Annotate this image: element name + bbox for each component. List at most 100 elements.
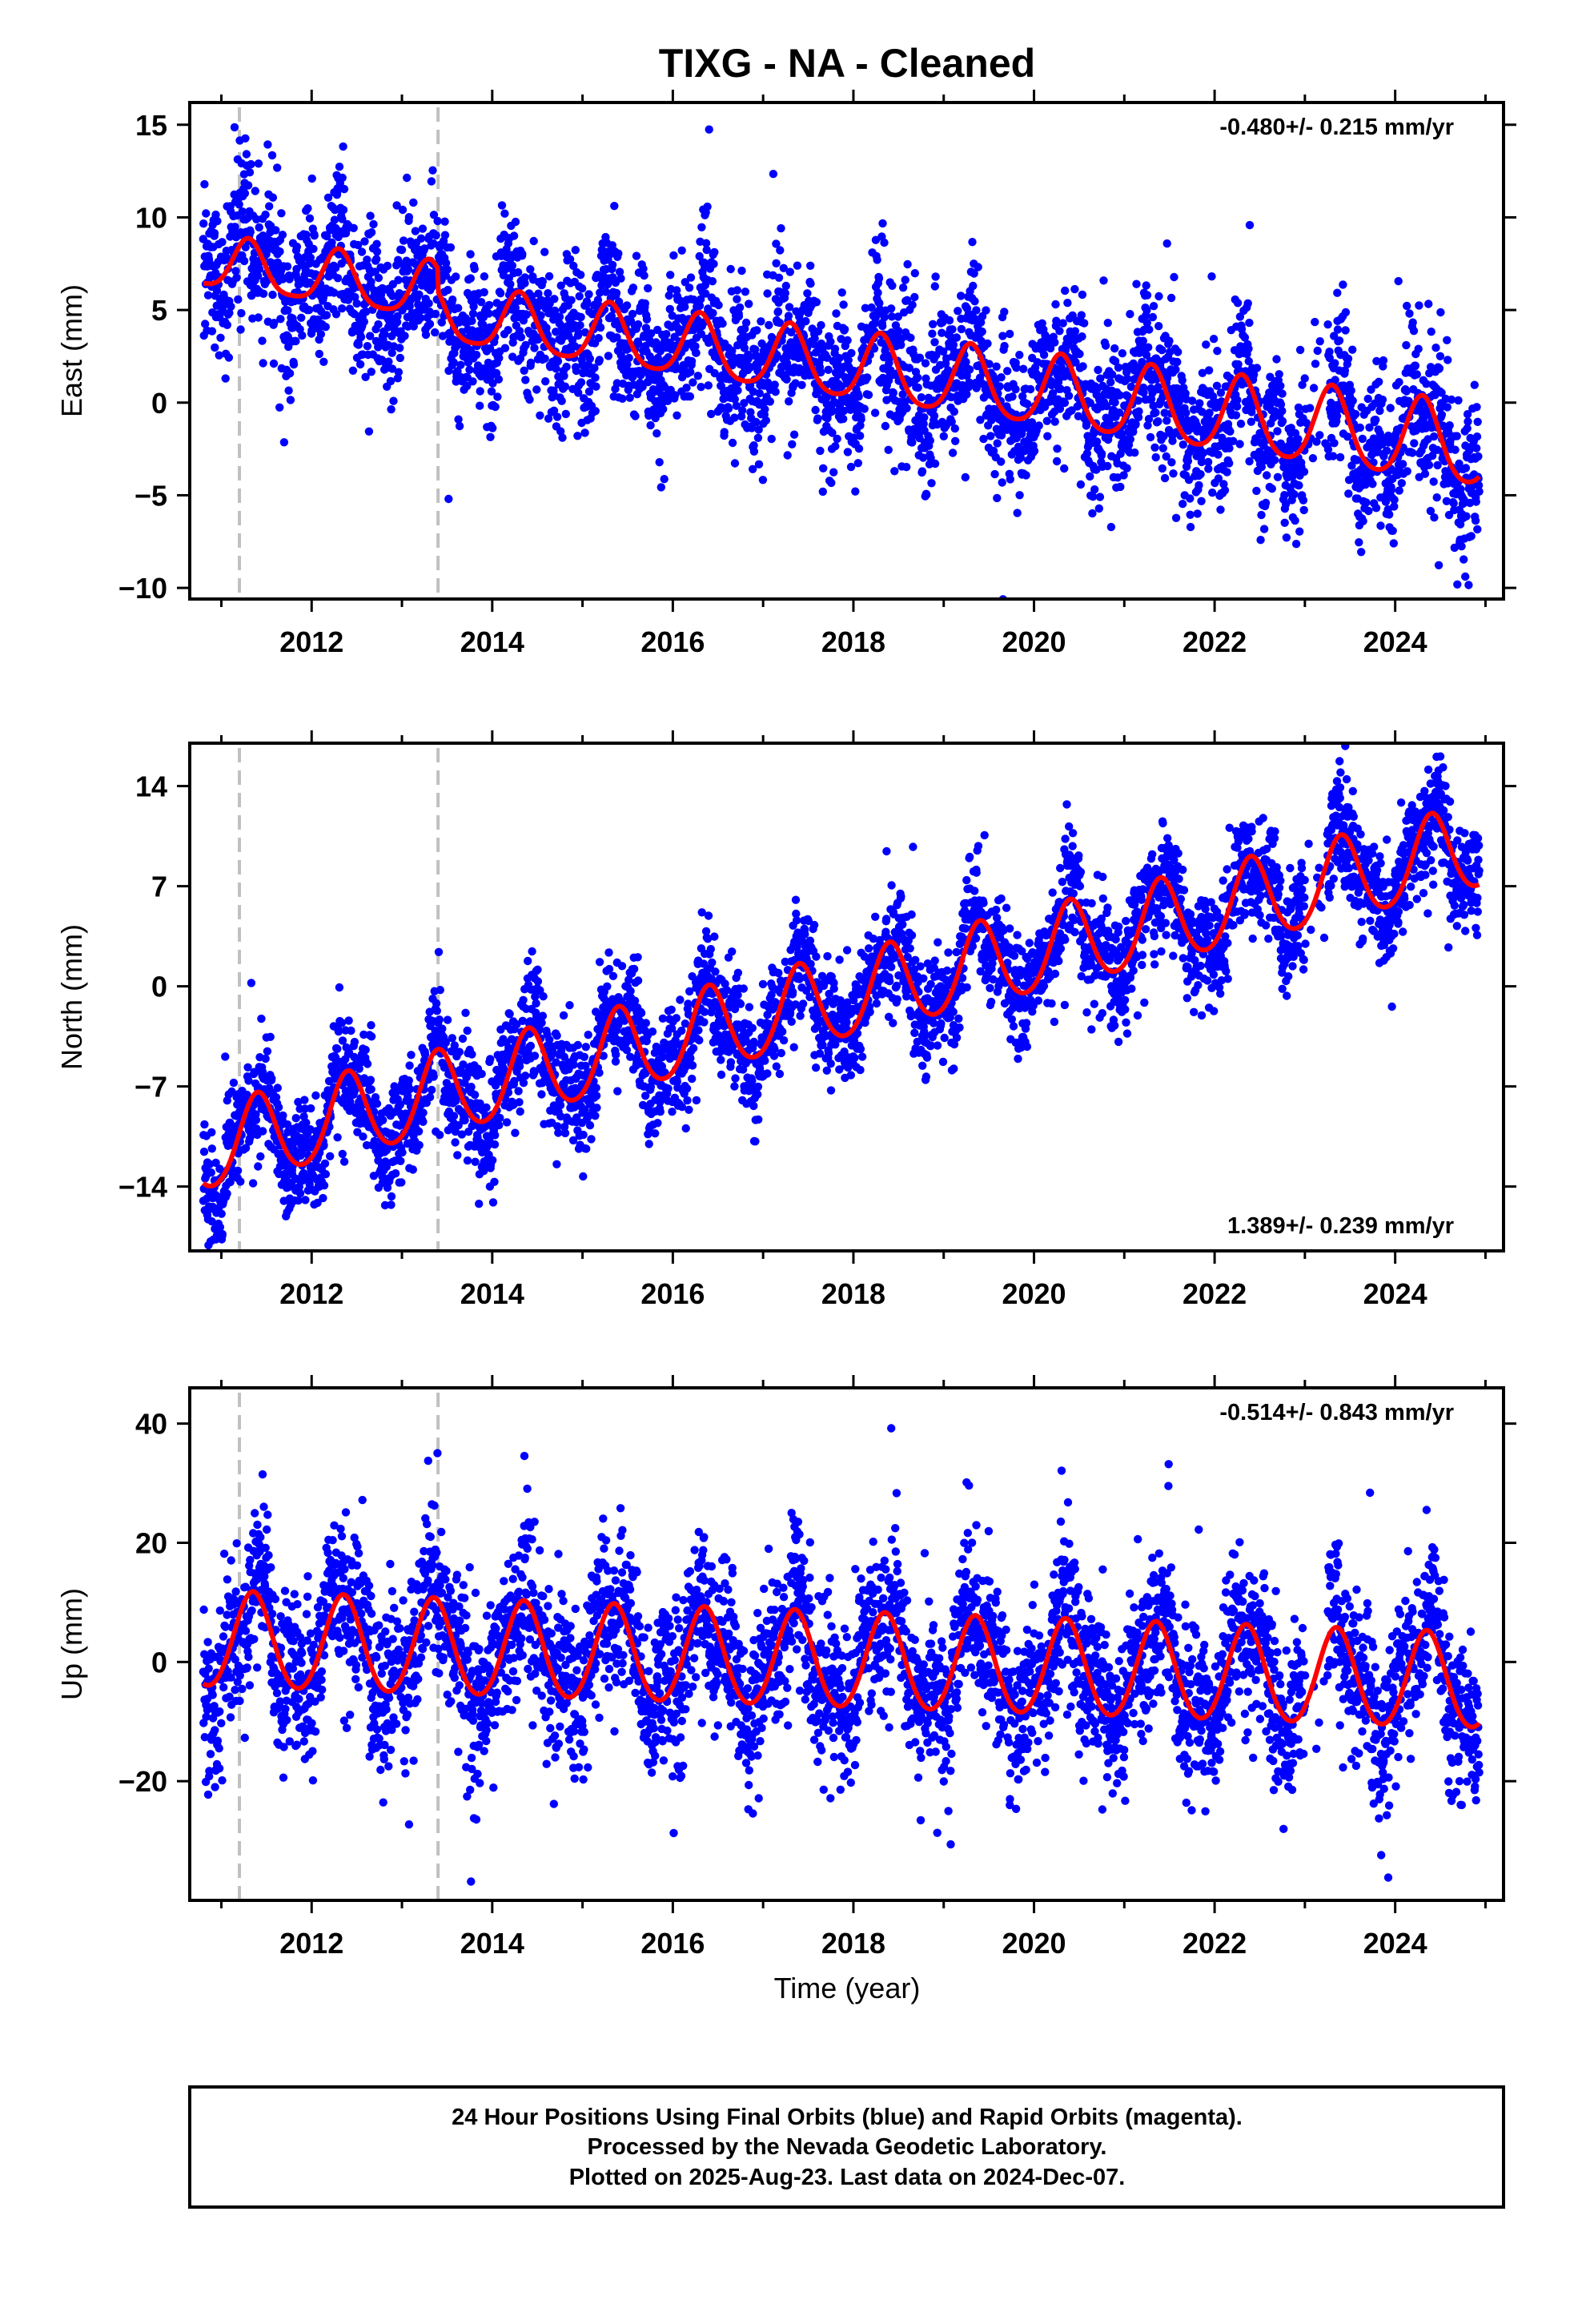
- data-point: [333, 274, 343, 283]
- data-point: [1436, 308, 1445, 317]
- data-point: [432, 1007, 441, 1015]
- data-point: [853, 459, 863, 468]
- data-point: [647, 329, 656, 338]
- data-point: [361, 1045, 370, 1055]
- data-point: [704, 381, 713, 390]
- data-point: [1213, 347, 1222, 356]
- data-point: [979, 434, 988, 444]
- data-point: [231, 267, 240, 275]
- data-point: [1376, 521, 1385, 530]
- data-point: [888, 281, 897, 290]
- data-point: [1315, 431, 1324, 440]
- data-point: [427, 177, 436, 186]
- data-point: [705, 125, 713, 134]
- data-point: [1437, 410, 1447, 420]
- data-point: [726, 264, 735, 274]
- data-point: [1053, 444, 1062, 453]
- data-point: [1154, 322, 1163, 331]
- data-point: [890, 467, 899, 476]
- data-point: [1144, 343, 1153, 352]
- data-point: [818, 464, 828, 472]
- data-point: [720, 428, 729, 436]
- data-point: [361, 372, 370, 381]
- data-point: [1471, 516, 1480, 525]
- data-point: [1332, 412, 1342, 420]
- data-point: [504, 326, 512, 335]
- data-point: [695, 301, 705, 310]
- data-point: [1427, 328, 1435, 336]
- data-point: [989, 446, 998, 456]
- data-point: [812, 298, 821, 307]
- data-point: [1158, 464, 1167, 473]
- data-point: [685, 283, 694, 292]
- data-point: [1275, 370, 1283, 379]
- data-point: [972, 306, 981, 315]
- data-point: [944, 366, 953, 375]
- data-point: [803, 289, 812, 298]
- data-point: [494, 375, 504, 384]
- data-point: [241, 134, 250, 143]
- data-point: [1023, 400, 1032, 408]
- data-point: [775, 318, 785, 328]
- data-point: [1186, 522, 1195, 532]
- data-point: [604, 352, 613, 360]
- data-point: [1090, 485, 1099, 494]
- data-point: [567, 296, 576, 304]
- data-point: [405, 1061, 414, 1070]
- data-point: [1467, 532, 1476, 541]
- data-point: [1142, 291, 1152, 300]
- data-point: [1162, 239, 1171, 248]
- data-point: [913, 373, 922, 382]
- data-point: [878, 321, 887, 331]
- data-point: [701, 289, 710, 298]
- data-point: [902, 404, 911, 412]
- data-point: [828, 428, 837, 437]
- data-point: [1276, 381, 1285, 390]
- data-point: [232, 273, 241, 282]
- data-point: [1451, 445, 1460, 454]
- data-point: [1070, 327, 1080, 336]
- data-point: [1278, 416, 1287, 426]
- data-point: [652, 429, 661, 438]
- data-point: [514, 267, 523, 277]
- data-point: [392, 318, 402, 327]
- data-point: [352, 299, 361, 308]
- data-point: [289, 360, 299, 369]
- data-point: [403, 173, 412, 183]
- data-point: [384, 357, 393, 366]
- data-point: [997, 373, 1006, 382]
- data-point: [922, 490, 931, 499]
- data-point: [954, 307, 962, 316]
- data-point: [584, 387, 594, 396]
- data-point: [596, 323, 605, 332]
- data-point: [710, 247, 719, 257]
- data-point: [436, 1131, 444, 1140]
- data-point: [211, 210, 220, 219]
- data-point: [443, 265, 452, 274]
- data-point: [556, 427, 565, 436]
- data-point: [616, 274, 625, 283]
- data-point: [394, 368, 404, 376]
- data-point: [1457, 542, 1466, 551]
- data-point: [835, 354, 844, 363]
- data-point: [307, 174, 316, 183]
- data-point: [362, 308, 371, 316]
- data-point: [372, 239, 381, 248]
- data-point: [396, 344, 404, 352]
- data-point: [363, 1059, 372, 1068]
- data-point: [496, 289, 505, 298]
- data-point: [231, 223, 239, 231]
- data-point: [1162, 416, 1171, 425]
- data-point: [359, 1132, 367, 1141]
- data-point: [580, 428, 589, 437]
- data-point: [1182, 408, 1191, 417]
- data-point: [398, 205, 408, 215]
- data-point: [508, 352, 517, 361]
- data-point: [1257, 510, 1266, 520]
- data-point: [633, 320, 643, 329]
- data-point: [992, 362, 1001, 371]
- data-point: [233, 1166, 243, 1176]
- data-point: [1022, 471, 1030, 480]
- data-point: [582, 297, 592, 306]
- data-point: [207, 327, 217, 336]
